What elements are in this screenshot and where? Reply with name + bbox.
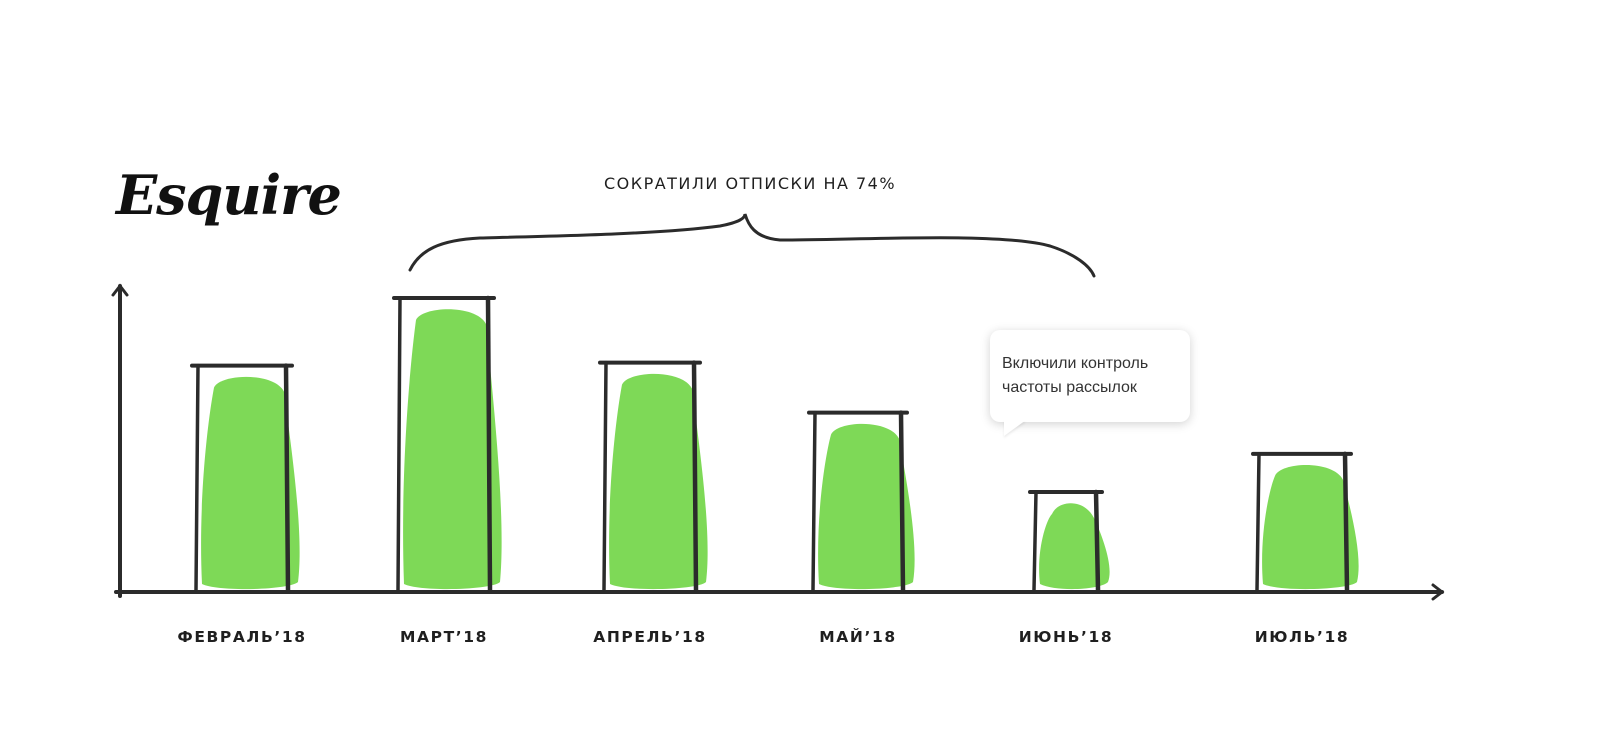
bar-fill [1039,503,1110,590]
bar [190,363,300,593]
bar-left-line [396,296,402,592]
bar [392,295,502,593]
bar-left-line [602,360,608,592]
bar-left-line [1032,490,1038,592]
esquire-logo: Esquire [116,163,342,227]
bar-left-line [194,363,200,592]
bar-right-line [1093,489,1101,593]
callout-bubble: Включили контроль частоты рассылок [990,330,1190,422]
bar-right-line [898,410,906,593]
callout-text: Включили контроль частоты рассылок [1002,355,1149,396]
bar-right-line [283,363,291,593]
x-axis-arrow-icon [1431,583,1445,601]
bar-fill [403,309,502,590]
brace-icon [408,213,1096,278]
bar-fill [818,423,915,590]
bar-left-line [811,410,817,592]
axes [111,283,1445,601]
bar-fill [201,376,300,590]
bar-fill [1262,465,1359,590]
y-axis-arrow-icon [111,283,129,297]
bar [807,410,915,593]
bar-right-line [1342,451,1350,593]
bar [1251,451,1359,593]
x-tick-label: ИЮЛЬ’18 [1255,628,1350,646]
bar-left-line [1255,452,1261,592]
bar-right-line [691,360,699,593]
x-tick-label: ФЕВРАЛЬ’18 [177,628,306,646]
reduction-annotation: СОКРАТИЛИ ОТПИСКИ НА 74% [603,174,897,193]
bar-right-line [485,295,493,593]
x-tick-label: МАРТ’18 [400,628,488,646]
x-tick-label: МАЙ’18 [819,627,896,646]
x-tick-label: АПРЕЛЬ’18 [593,628,706,646]
bar-fill [609,373,708,590]
bar [598,360,708,593]
bar [1028,489,1110,593]
x-tick-label: ИЮНЬ’18 [1019,628,1114,646]
